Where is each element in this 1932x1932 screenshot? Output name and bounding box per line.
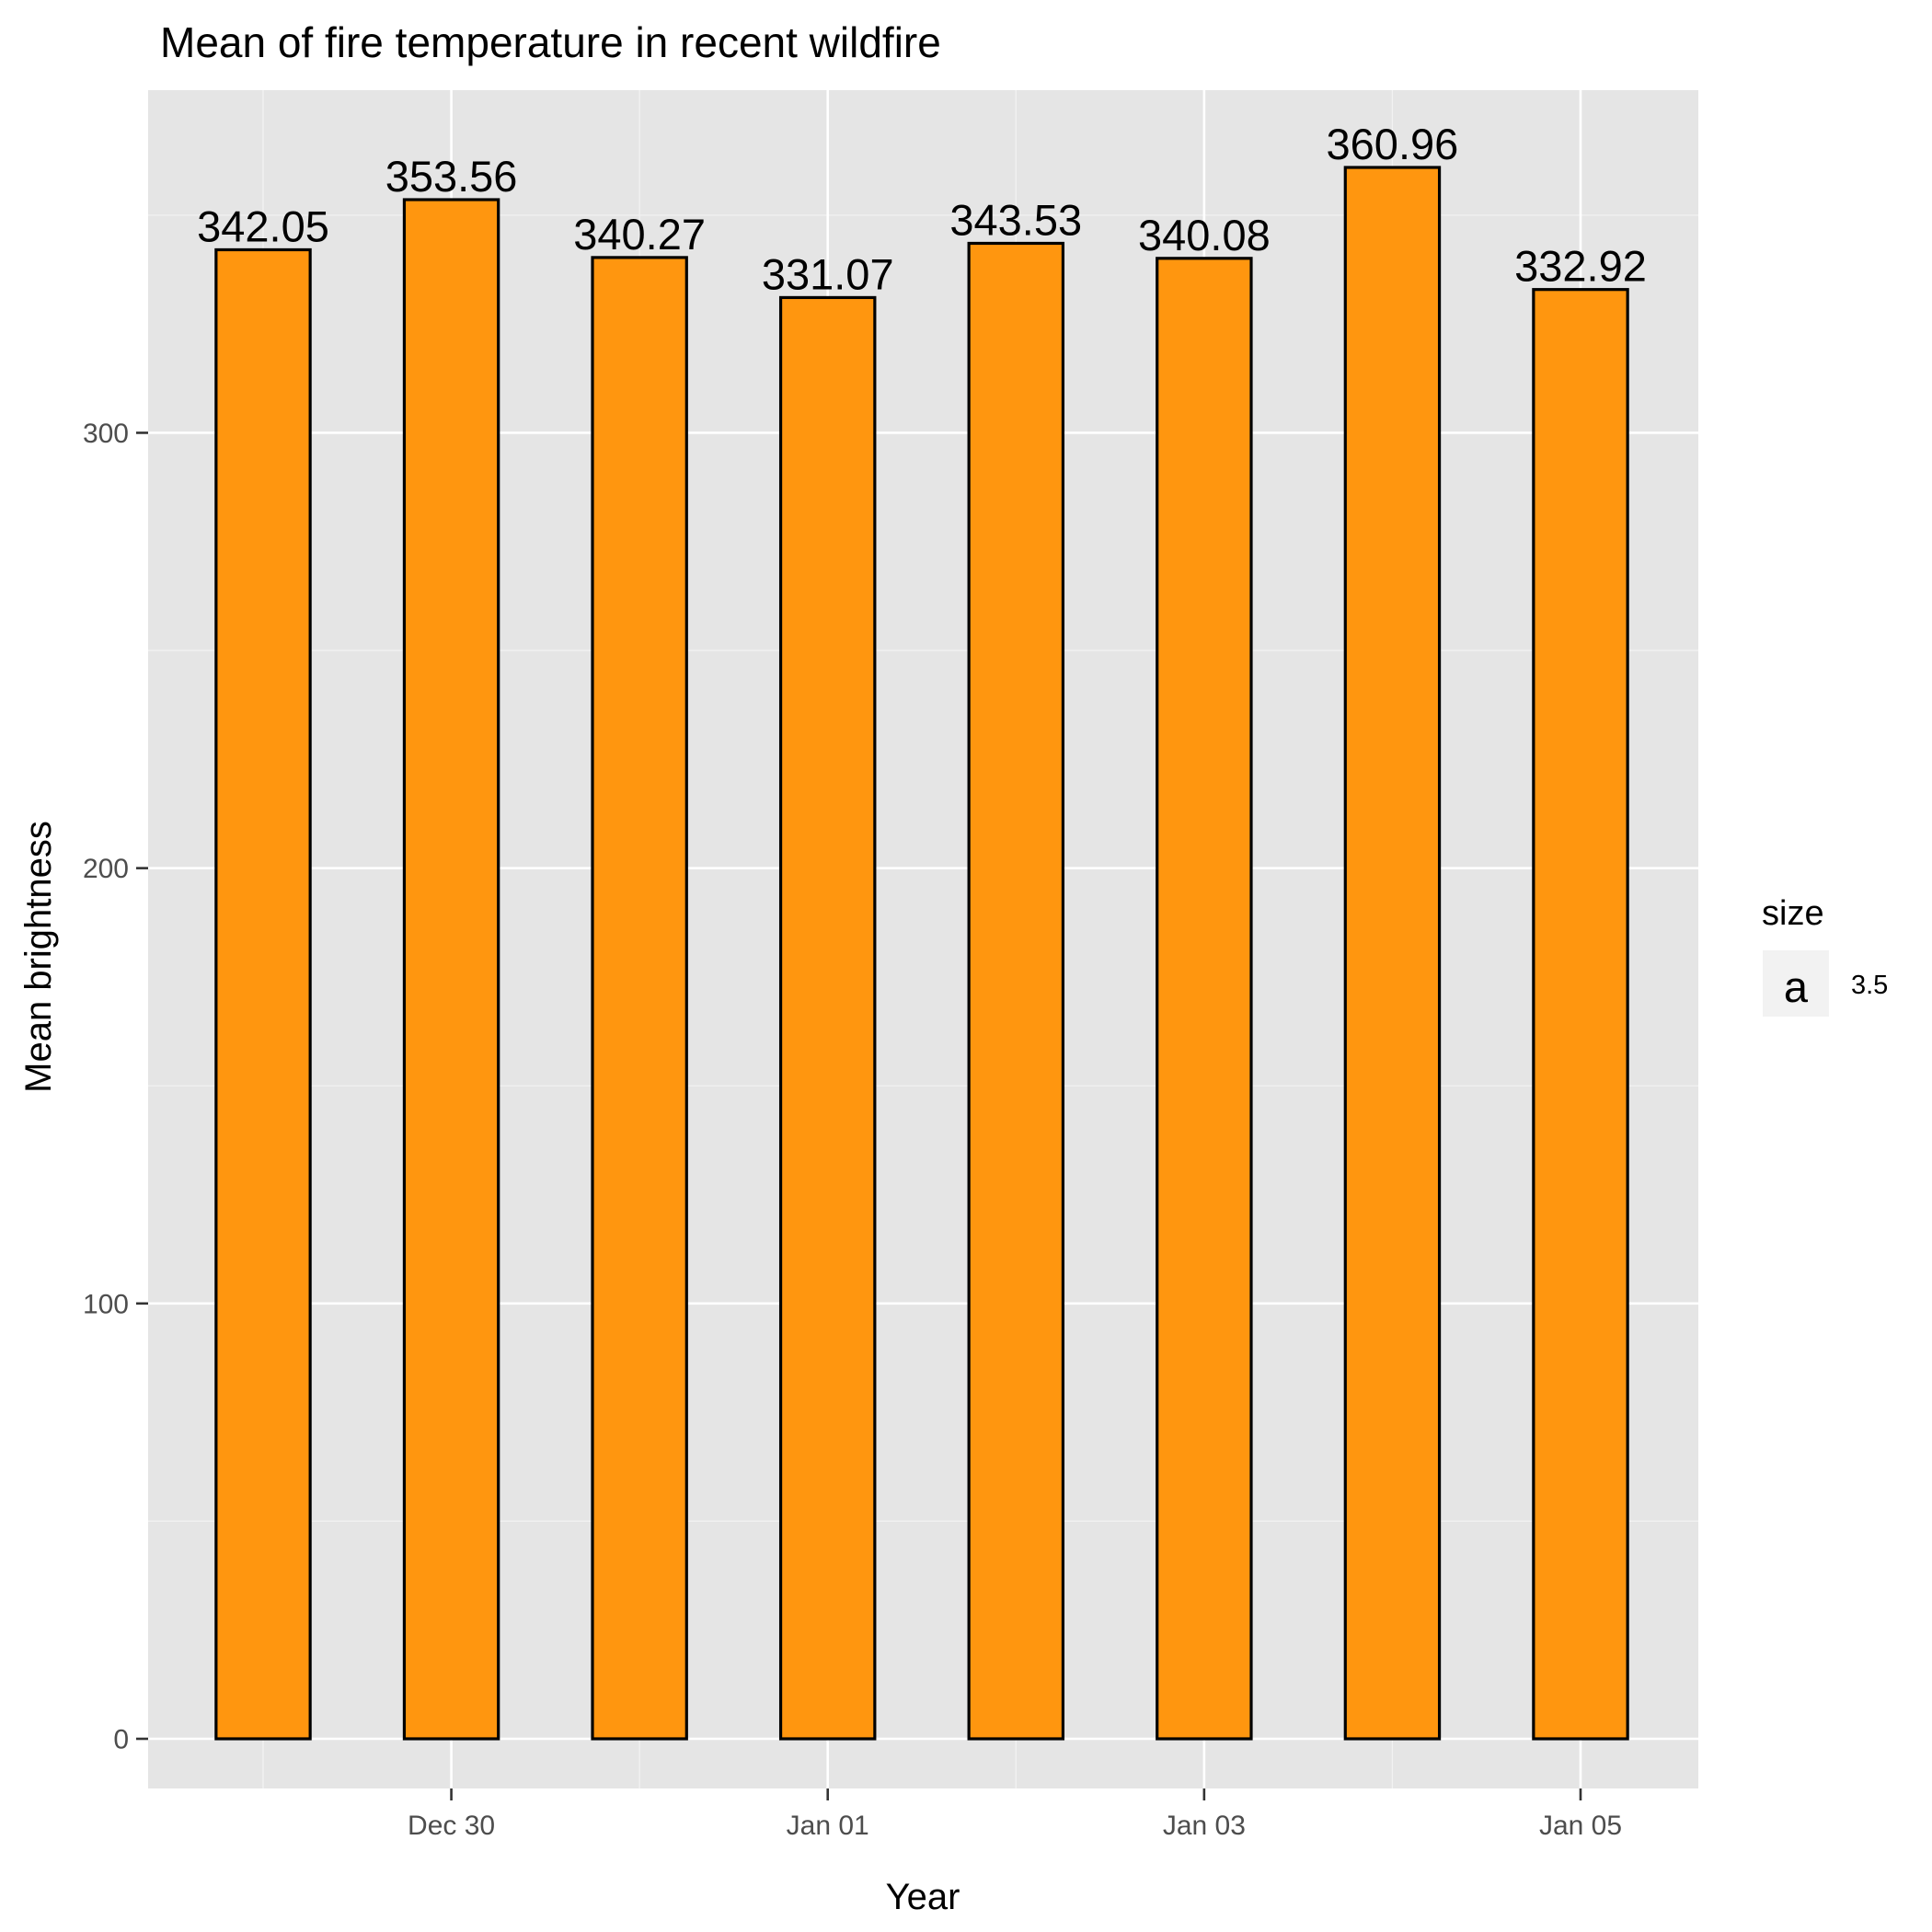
bar-value-label: 332.92 bbox=[1514, 242, 1647, 291]
bar-value-label: 343.53 bbox=[949, 195, 1082, 244]
bars bbox=[214, 166, 1629, 1741]
bar bbox=[402, 198, 500, 1741]
legend-key bbox=[1763, 950, 1829, 1017]
x-axis: Dec 30 Jan 01 Jan 03 Jan 05 bbox=[408, 1788, 1622, 1841]
plot-panel bbox=[148, 90, 1698, 1788]
x-axis-title: Year bbox=[886, 1877, 960, 1917]
legend: size a 3.5 bbox=[1762, 894, 1888, 1017]
x-tick-label: Jan 05 bbox=[1539, 1811, 1622, 1841]
y-tick-label: 0 bbox=[113, 1725, 129, 1755]
x-tick-label: Jan 01 bbox=[787, 1811, 869, 1841]
y-tick-label: 200 bbox=[83, 854, 129, 884]
x-tick-label: Dec 30 bbox=[408, 1811, 495, 1841]
y-tick-label: 300 bbox=[83, 419, 129, 449]
x-tick-label: Jan 03 bbox=[1163, 1811, 1246, 1841]
bar bbox=[1532, 288, 1629, 1741]
bar-value-labels: 342.05 353.56 340.27 331.07 343.53 340.08 360.… bbox=[197, 120, 1647, 298]
bar-value-label: 331.07 bbox=[762, 249, 894, 298]
bar-value-label: 340.08 bbox=[1138, 211, 1271, 259]
chart-title: Mean of fire temperature in recent wildf… bbox=[160, 18, 941, 66]
y-tick-label: 100 bbox=[83, 1289, 129, 1319]
bar bbox=[591, 256, 688, 1741]
legend-title: size bbox=[1762, 894, 1824, 933]
bar bbox=[778, 295, 877, 1741]
bar bbox=[1343, 166, 1442, 1741]
bar-value-label: 353.56 bbox=[385, 152, 518, 201]
bar-value-label: 360.96 bbox=[1327, 120, 1459, 168]
bar bbox=[967, 241, 1065, 1741]
bar-value-label: 342.05 bbox=[197, 201, 329, 250]
legend-label: 3.5 bbox=[1851, 971, 1888, 1000]
bar bbox=[1156, 257, 1253, 1741]
y-axis: 0 100 200 300 bbox=[83, 419, 148, 1755]
legend-key-glyph: a bbox=[1784, 962, 1809, 1011]
y-axis-title: Mean brightness bbox=[18, 821, 59, 1093]
bar bbox=[214, 247, 312, 1741]
bar-value-label: 340.27 bbox=[573, 210, 706, 259]
